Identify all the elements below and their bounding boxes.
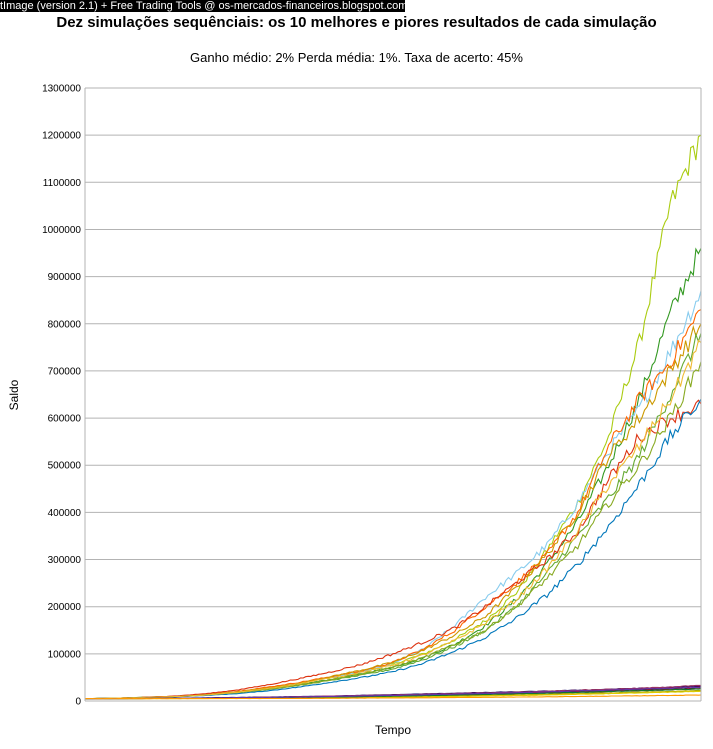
- y-tick-label: 800000: [48, 319, 82, 330]
- y-tick-label: 1300000: [42, 84, 81, 95]
- y-tick-label: 500000: [48, 461, 82, 472]
- y-tick-label: 1200000: [42, 131, 81, 142]
- series-line-6: [84, 332, 702, 700]
- x-axis-label: Tempo: [374, 723, 412, 737]
- series-line-4: [85, 309, 702, 700]
- series-line-1: [85, 134, 702, 700]
- gridlines: [85, 87, 701, 702]
- chart-subtitle: Ganho médio: 2% Perda média: 1%. Taxa de…: [190, 50, 523, 65]
- series-line-2: [84, 247, 702, 700]
- y-tick-label: 300000: [48, 555, 82, 566]
- chart-title: Dez simulações sequênciais: os 10 melhor…: [56, 14, 657, 31]
- y-tick-label: 900000: [48, 272, 82, 283]
- y-tick-label: 700000: [48, 366, 82, 377]
- y-tick-label: 400000: [48, 508, 82, 519]
- series-line-5: [84, 323, 702, 700]
- plot-frame: [84, 88, 702, 702]
- series-line-10: [84, 339, 702, 700]
- watermark: tImage (version 2.1) + Free Trading Tool…: [0, 0, 405, 12]
- series-line-20: [85, 694, 702, 700]
- y-tick-label: 600000: [48, 414, 82, 425]
- y-tick-label: 1100000: [43, 178, 82, 189]
- series-line-9: [84, 361, 702, 700]
- series-line-7: [84, 399, 702, 700]
- y-tick-label: 200000: [48, 602, 82, 613]
- y-tick-label: 100000: [48, 649, 82, 660]
- series-lines: [84, 134, 702, 700]
- y-tick-label: 0: [75, 697, 81, 708]
- y-tick-label: 1000000: [42, 225, 81, 236]
- y-axis-ticks: 0 100000 200000 300000 400000 500000 600000 700…: [42, 84, 81, 708]
